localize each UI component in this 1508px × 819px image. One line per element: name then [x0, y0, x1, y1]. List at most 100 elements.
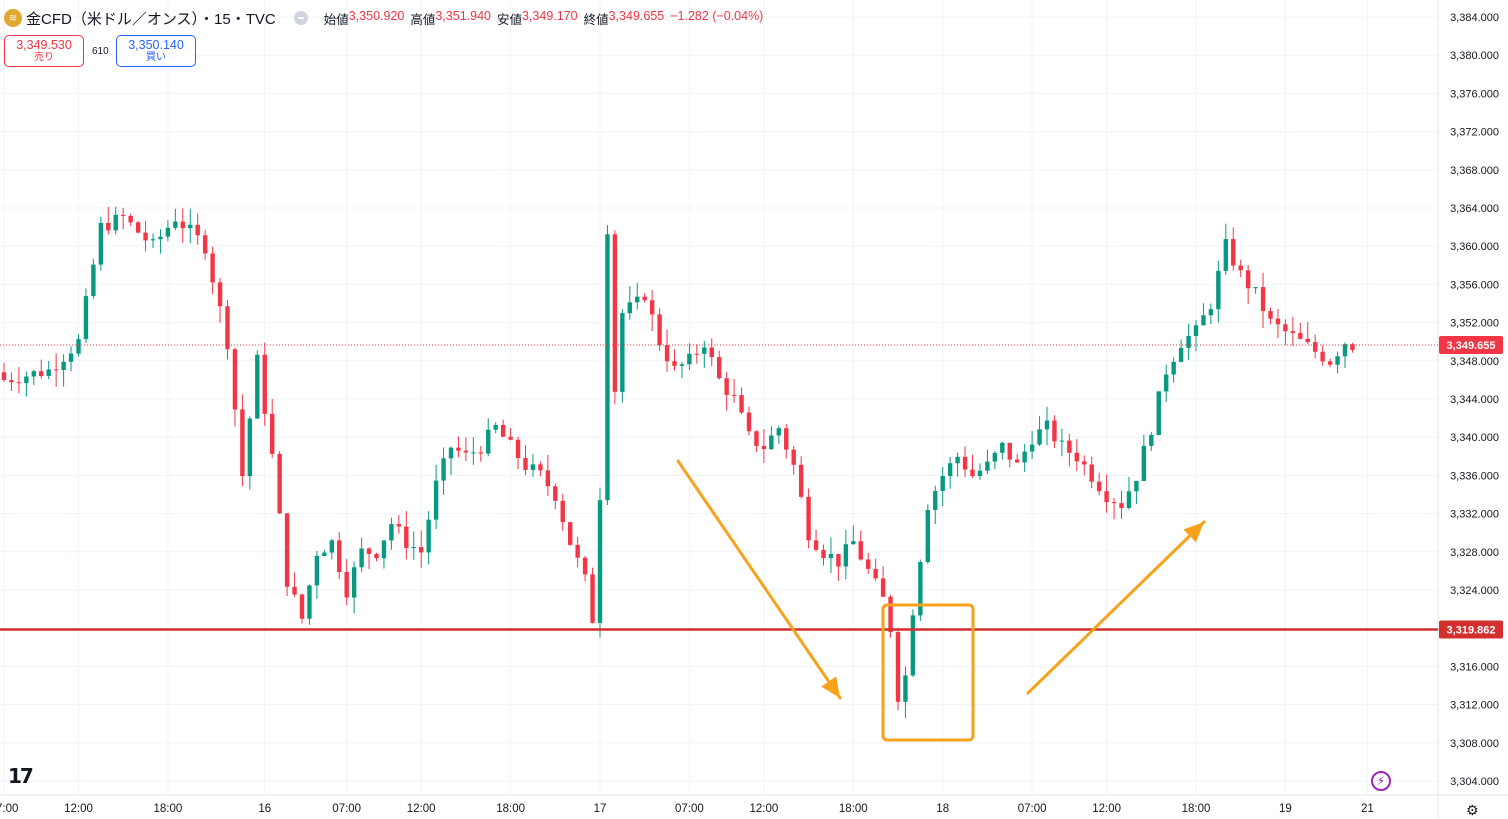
- high-value: 3,351.940: [435, 8, 491, 23]
- candle-body: [68, 353, 74, 362]
- gold-symbol-icon: ≋: [4, 9, 22, 27]
- candle-body: [165, 227, 171, 237]
- candle-body: [396, 524, 402, 527]
- candle-body: [448, 447, 454, 459]
- candle-body: [1305, 338, 1310, 343]
- candle-body: [284, 513, 290, 587]
- candle-body: [143, 232, 148, 241]
- candle-body: [955, 456, 960, 464]
- candle-body: [739, 395, 744, 413]
- down-arrow: [676, 459, 842, 700]
- time-tick-label: 12:00: [407, 803, 436, 815]
- price-tick-label: 3,308.000: [1450, 738, 1499, 750]
- candle-body: [113, 214, 118, 231]
- change-value: −1.282 (−0.04%): [670, 8, 764, 23]
- candle-body: [225, 306, 230, 350]
- candle-body: [1, 372, 7, 381]
- settings-icon[interactable]: ⚙: [1466, 802, 1479, 818]
- candle-body: [255, 354, 260, 419]
- candle-body: [1156, 391, 1161, 436]
- candle-body: [918, 562, 923, 616]
- candle-body: [925, 509, 930, 563]
- candle-body: [1327, 361, 1333, 365]
- candle-body: [746, 412, 752, 432]
- collapse-legend-button[interactable]: [293, 11, 308, 25]
- price-tick-label: 3,312.000: [1450, 700, 1499, 712]
- candle-body: [1260, 287, 1266, 312]
- price-tick-label: 3,376.000: [1450, 88, 1499, 100]
- candle-body: [1104, 491, 1109, 503]
- candle-body: [635, 296, 640, 303]
- candle-body: [910, 615, 916, 676]
- candle-body: [977, 470, 983, 477]
- candle-body: [329, 540, 334, 553]
- candle-body: [344, 572, 349, 598]
- candle-body: [702, 347, 707, 354]
- spread-value: 610: [92, 46, 109, 57]
- time-tick-label: 07:00: [675, 803, 704, 815]
- candle-body: [717, 357, 722, 379]
- candle-body: [1238, 265, 1243, 271]
- candle-body: [515, 439, 521, 458]
- candle-body: [1223, 239, 1228, 271]
- candle-body: [1171, 361, 1176, 375]
- candle-body: [91, 264, 96, 297]
- candle-body: [456, 447, 461, 451]
- candle-body: [784, 428, 789, 450]
- candle-body: [188, 224, 193, 229]
- price-tick-label: 3,380.000: [1450, 50, 1499, 62]
- up-arrow: [1026, 520, 1206, 695]
- candle-body: [888, 596, 893, 633]
- candle-body: [471, 452, 476, 454]
- highlight-box: [881, 603, 975, 742]
- candle-body: [202, 235, 208, 254]
- candle-body: [180, 221, 185, 229]
- candle-body: [694, 353, 700, 355]
- price-tick-label: 3,328.000: [1450, 547, 1499, 559]
- price-tick-label: 3,304.000: [1450, 776, 1499, 788]
- candle-body: [940, 476, 945, 492]
- candle-body: [523, 457, 528, 470]
- candle-body: [486, 429, 491, 454]
- candle-body: [1022, 451, 1027, 463]
- candle-body: [1037, 429, 1042, 445]
- time-tick-label: 16: [258, 803, 271, 815]
- candle-body: [672, 361, 677, 366]
- candle-body: [411, 547, 416, 549]
- candle-body: [128, 215, 133, 223]
- candle-body: [1216, 270, 1221, 310]
- candle-body: [150, 239, 156, 241]
- candle-body: [1096, 481, 1102, 492]
- candle-body: [1000, 442, 1005, 453]
- candle-body: [135, 222, 141, 233]
- candle-body: [232, 349, 238, 410]
- sell-button[interactable]: 3,349.530 売り: [4, 35, 84, 67]
- time-tick-label: 18:00: [496, 803, 525, 815]
- candle-body: [664, 345, 670, 362]
- candle-body: [597, 500, 603, 623]
- candle-body: [866, 559, 871, 569]
- price-tick-label: 3,336.000: [1450, 470, 1499, 482]
- candle-body: [933, 491, 938, 510]
- bolt-icon[interactable]: ⚡: [1371, 771, 1391, 791]
- candle-body: [806, 496, 811, 541]
- candle-body: [76, 339, 81, 354]
- candle-body: [16, 382, 22, 384]
- candle-body: [39, 371, 44, 376]
- candle-body: [1313, 342, 1318, 352]
- buy-button[interactable]: 3,350.140 買い: [116, 35, 196, 67]
- buy-label: 買い: [146, 52, 166, 63]
- sell-label: 売り: [34, 52, 54, 63]
- candle-body: [381, 540, 387, 559]
- candle-body: [441, 458, 446, 481]
- candle-body: [500, 424, 506, 437]
- candle-body: [1044, 420, 1050, 430]
- price-tick-label: 3,360.000: [1450, 241, 1499, 253]
- candle-body: [106, 222, 111, 231]
- candle-body: [83, 296, 89, 340]
- tradingview-logo[interactable]: 17: [8, 764, 34, 788]
- symbol-title[interactable]: 金CFD（米ドル／オンス）・15・TVC: [26, 10, 276, 28]
- candle-body: [158, 236, 163, 240]
- ohlc-values: 始値 3,350.920 高値 3,351.940 安値 3,349.170 終値 3,…: [318, 9, 764, 28]
